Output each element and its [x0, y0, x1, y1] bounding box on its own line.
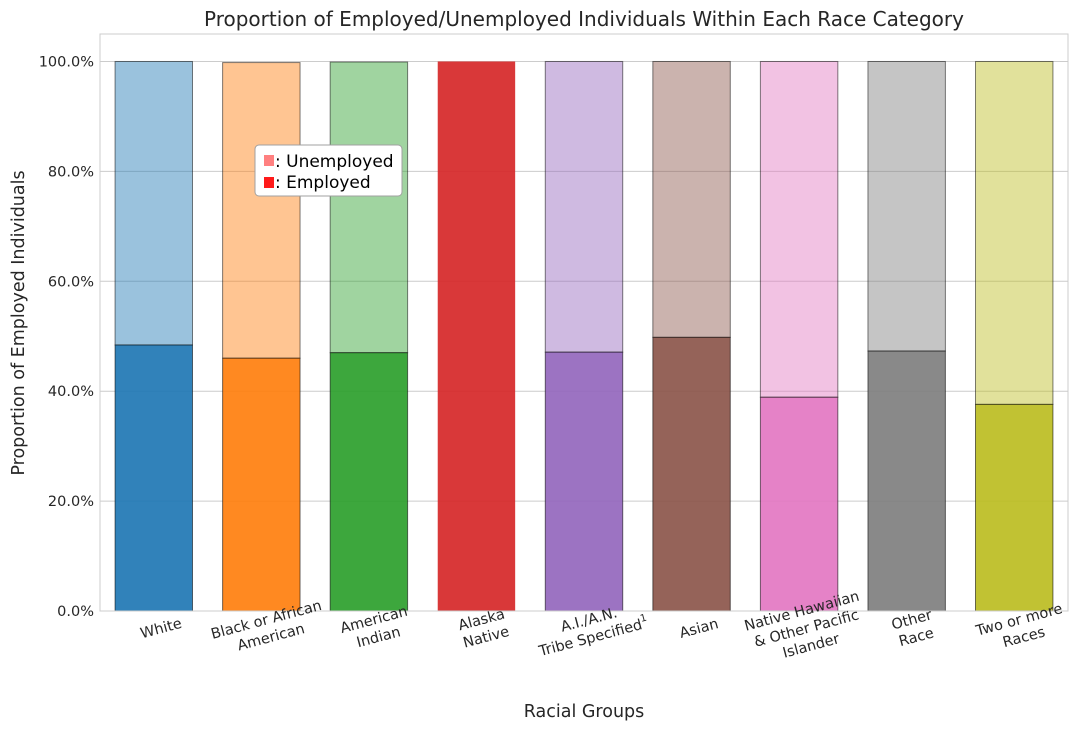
bar-unemployed	[544, 60, 624, 353]
plot-frame	[99, 33, 1069, 612]
y-tick-label: 100.0%	[39, 54, 94, 70]
y-tick-label: 60.0%	[48, 274, 94, 290]
bar-employed	[544, 351, 624, 612]
bar-employed	[759, 396, 839, 612]
bar-employed	[329, 352, 409, 612]
legend-label-unemployed: : Unemployed	[275, 152, 394, 172]
y-axis-label: Proportion of Employed Individuals	[9, 170, 29, 475]
bar-unemployed	[222, 62, 301, 359]
bar-unemployed	[867, 60, 946, 352]
y-tick-label: 80.0%	[48, 164, 94, 180]
bars	[114, 60, 1054, 612]
y-tick-label: 20.0%	[48, 494, 94, 510]
bar-employed	[975, 403, 1054, 612]
x-tick-label: Asian	[678, 616, 720, 642]
x-tick-label-line: White	[139, 616, 184, 642]
bar-unemployed	[329, 61, 409, 354]
legend: : Unemployed : Employed	[254, 144, 403, 197]
y-tick-labels: 0.0% 20.0% 40.0% 60.0% 80.0% 100.0%	[39, 54, 94, 620]
x-axis-label: Racial Groups	[524, 702, 645, 722]
bar-employed	[437, 61, 516, 611]
legend-box	[254, 144, 403, 197]
x-tick-label-line: Asian	[678, 616, 720, 642]
y-tick-label: 40.0%	[48, 384, 94, 400]
chart-title: Proportion of Employed/Unemployed Indivi…	[204, 7, 964, 31]
bar-unemployed	[114, 60, 193, 346]
y-tick-label: 0.0%	[57, 604, 94, 620]
bar-employed	[222, 357, 301, 612]
legend-swatch-employed	[264, 177, 274, 188]
bar-unemployed	[652, 60, 731, 338]
legend-swatch-unemployed	[264, 155, 274, 166]
bar-unemployed	[759, 60, 839, 398]
bar-employed	[114, 344, 193, 612]
bar-employed	[867, 350, 946, 612]
bar-employed	[652, 336, 731, 612]
x-tick-superscript: 1	[639, 613, 648, 625]
x-tick-label: White	[139, 616, 184, 642]
legend-label-employed: : Employed	[275, 173, 371, 193]
bar-unemployed	[975, 60, 1054, 405]
